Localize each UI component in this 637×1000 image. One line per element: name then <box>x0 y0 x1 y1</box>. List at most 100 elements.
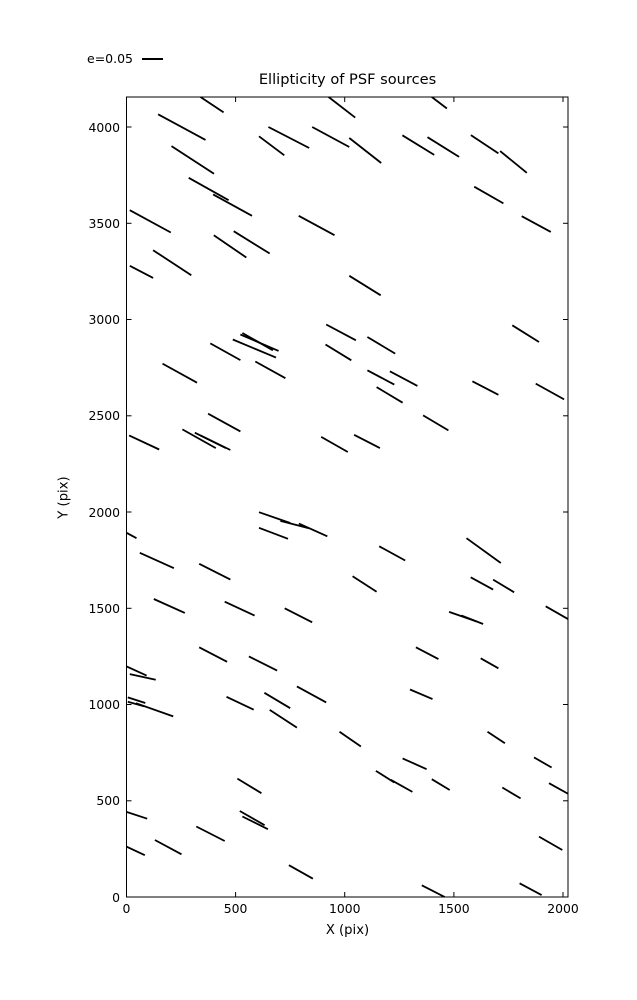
ellipticity-segment <box>473 185 504 205</box>
ellipticity-segment <box>224 600 255 617</box>
ellipticity-segment <box>431 778 451 791</box>
y-axis-label: Y (pix) <box>56 476 72 519</box>
ellipticity-segment <box>511 324 540 343</box>
axes-box <box>126 96 569 898</box>
ellipticity-segment <box>135 702 174 718</box>
ellipticity-segment <box>171 145 215 175</box>
x-tick-label: 1500 <box>438 901 470 916</box>
ellipticity-segment <box>328 97 356 119</box>
ellipticity-segment <box>409 688 433 700</box>
legend-sample-line <box>142 57 163 60</box>
ellipticity-segment <box>492 578 515 594</box>
ellipticity-segment <box>431 97 448 110</box>
ellipticity-segment <box>378 545 406 562</box>
ellipticity-segment <box>198 646 228 663</box>
ellipticity-segment <box>153 598 186 614</box>
y-tick-label: 2500 <box>88 408 120 424</box>
ellipticity-segments <box>126 97 568 897</box>
ellipticity-segment <box>470 134 499 155</box>
ellipticity-segment <box>195 825 226 842</box>
ellipticity-segment <box>126 532 137 539</box>
ellipticity-segment <box>288 864 314 880</box>
ellipticity-segment <box>402 757 427 771</box>
ellipticity-segment <box>480 657 499 670</box>
ellipticity-segment <box>353 434 381 449</box>
ellipticity-segment <box>311 126 350 148</box>
ellipticity-segment <box>258 135 285 157</box>
ellipticity-segment <box>127 696 146 704</box>
ellipticity-segment <box>162 362 198 384</box>
ellipticity-segment <box>401 134 435 156</box>
ellipticity-segment <box>263 692 291 709</box>
ellipticity-segment <box>535 382 565 401</box>
y-tick-label: 4000 <box>88 119 120 135</box>
ellipticity-segment <box>232 338 277 359</box>
ellipticity-segment <box>207 412 241 433</box>
ellipticity-segment <box>236 777 262 794</box>
ellipticity-segment <box>233 230 271 255</box>
chart-title: Ellipticity of PSF sources <box>258 71 437 88</box>
ellipticity-segment <box>269 709 298 729</box>
ellipticity-segment <box>213 234 247 259</box>
ellipticity-segment <box>545 605 568 621</box>
ellipticity-segment <box>258 526 289 540</box>
ellipticity-segment <box>501 786 522 800</box>
x-tick-label: 1000 <box>328 901 361 916</box>
ellipticity-segment <box>212 193 253 217</box>
x-axis-label: X (pix) <box>325 923 370 938</box>
ellipticity-segment <box>267 126 310 149</box>
ellipticity-segment <box>226 695 255 711</box>
ellipticity-segment <box>338 731 362 748</box>
ellipticity-segment <box>366 369 395 386</box>
y-tick-label: 500 <box>96 793 120 809</box>
ellipticity-segment <box>470 576 494 591</box>
x-tick-label: 0 <box>122 901 131 916</box>
ellipticity-segment <box>348 137 382 164</box>
ellipticity-segment <box>366 336 396 355</box>
ellipticity-segment <box>129 673 156 681</box>
ellipticity-segment <box>139 551 175 570</box>
ellipticity-segment <box>538 835 563 851</box>
ellipticity-segment <box>348 275 382 297</box>
ellipticity-segment <box>325 323 357 342</box>
ellipticity-segment <box>188 177 230 201</box>
ellipticity-segment <box>389 370 418 387</box>
ellipticity-segment <box>126 845 146 857</box>
ellipticity-segment <box>352 575 378 593</box>
ellipticity-segment <box>152 249 192 276</box>
y-tick-label: 1000 <box>88 697 120 712</box>
ellipticity-segment <box>415 646 439 660</box>
ellipticity-segment <box>487 731 506 744</box>
ellipticity-segment <box>548 782 568 795</box>
ellipticity-segment <box>239 810 266 826</box>
ellipticity-segment <box>390 779 413 793</box>
ellipticity-segment <box>376 386 404 404</box>
ellipticity-segment <box>298 215 335 236</box>
ellipticity-segment <box>533 756 553 769</box>
y-tick-label: 2000 <box>88 504 120 520</box>
ellipticity-segment <box>209 342 241 361</box>
ellipticity-segment <box>157 113 206 141</box>
ellipticity-segment <box>471 380 499 396</box>
y-tick-label: 3000 <box>88 312 120 328</box>
x-tick-label: 2000 <box>547 901 579 916</box>
ellipticity-segment <box>129 265 154 279</box>
ellipticity-segment <box>200 434 231 451</box>
ellipticity-segment <box>320 436 349 453</box>
ellipticity-segment <box>325 343 352 362</box>
ellipticity-segment <box>248 655 278 672</box>
y-tick-label: 1500 <box>88 600 120 616</box>
ellipticity-segment <box>280 520 310 530</box>
ellipticity-segment <box>254 360 286 379</box>
ellipticity-segment <box>241 815 269 831</box>
ellipticity-segment <box>421 884 446 897</box>
ellipticity-segment <box>200 97 225 114</box>
ellipticity-segment <box>499 150 528 174</box>
ellipticity-segment <box>198 562 231 581</box>
ellipticity-segment <box>465 537 502 564</box>
y-tick-label: 3500 <box>88 215 120 231</box>
legend-label: e=0.05 <box>87 51 133 66</box>
ellipticity-segment <box>126 811 148 820</box>
ellipticity-segment <box>427 136 460 158</box>
